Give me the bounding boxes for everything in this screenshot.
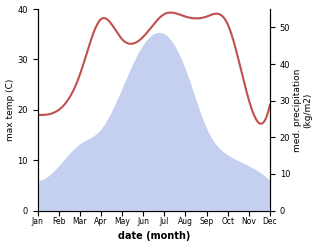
Y-axis label: med. precipitation
(kg/m2): med. precipitation (kg/m2) — [293, 68, 313, 152]
X-axis label: date (month): date (month) — [118, 231, 190, 242]
Y-axis label: max temp (C): max temp (C) — [5, 79, 15, 141]
